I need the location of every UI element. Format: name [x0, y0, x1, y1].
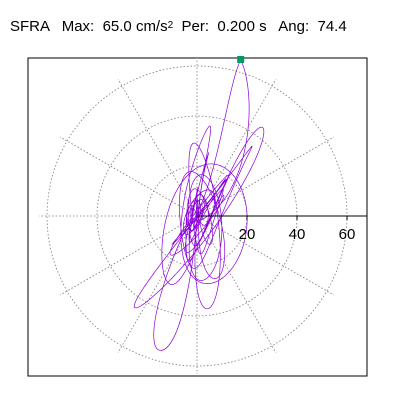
x-tick-label: 40 — [289, 226, 306, 243]
peak-marker — [237, 55, 245, 63]
x-tick-label: 60 — [339, 226, 356, 243]
max-unit: cm/s — [135, 18, 168, 35]
x-tick-label: 20 — [239, 226, 256, 243]
record-name: SFRA — [10, 18, 50, 35]
ang-label: Ang: — [278, 18, 310, 35]
max-unit-exponent: 2 — [167, 20, 174, 31]
per-label: Per: — [181, 18, 210, 35]
max-label: Max: — [61, 18, 95, 35]
max-value: 65.0 — [102, 18, 132, 35]
ang-value: 74.4 — [317, 18, 347, 35]
chart-title: SFRA Max: 65.0 cm/s2 Per: 0.200 s Ang: 7… — [10, 18, 347, 36]
per-value: 0.200 s — [217, 18, 267, 35]
